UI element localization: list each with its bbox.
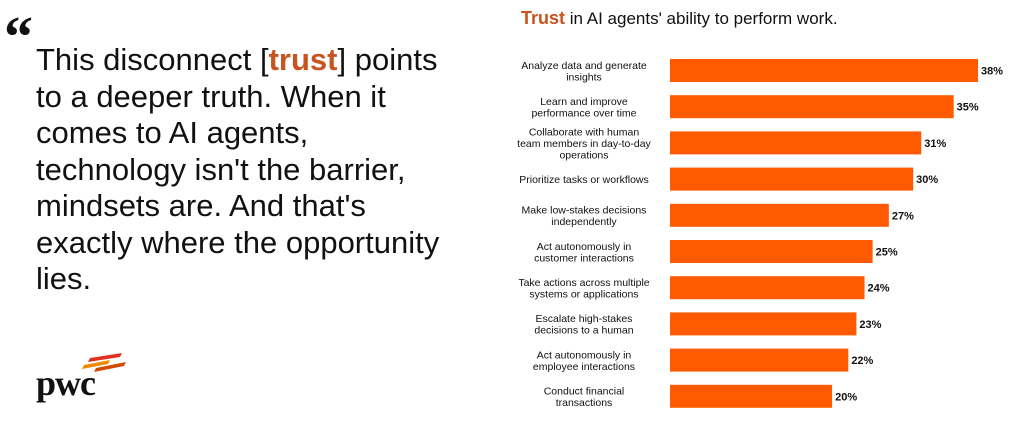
pwc-logo-text: pwc [36, 363, 96, 403]
category-label: Make low-stakes decisions independently [522, 205, 647, 229]
pwc-logo: pwc [34, 350, 129, 403]
bar-value-label: 31% [924, 138, 946, 150]
bar-value-label: 24% [868, 283, 890, 295]
chart-title-rest: in AI agents' ability to perform work. [565, 9, 838, 28]
bar [670, 131, 922, 155]
logo-bar-2 [82, 360, 110, 369]
category-label: Analyze data and generate insights [521, 60, 647, 84]
quote-highlight: trust [268, 42, 338, 77]
bar-chart: 38% Analyze data and generate insights 35% L… [517, 59, 1003, 410]
category-label: Escalate high-stakes decisions to a human [534, 313, 633, 337]
bar [670, 95, 954, 119]
quote-mark: “ [4, 4, 33, 69]
bar-value-label: 27% [892, 210, 914, 222]
pwc-logo-bars [82, 353, 126, 372]
chart-title: Trust in AI agents' ability to perform w… [521, 8, 838, 29]
bar [670, 167, 914, 191]
category-label: Prioritize tasks or workflows [519, 174, 649, 186]
bar-value-label: 23% [859, 319, 881, 331]
category-label: Learn and improve performance over time [531, 96, 636, 120]
logo-bar-1 [88, 353, 122, 362]
category-label: Take actions across multiple systems or a… [518, 277, 649, 301]
bar [670, 384, 833, 408]
bar [670, 348, 849, 372]
category-label: Conduct financial transactions [544, 386, 625, 410]
category-label: Collaborate with human team members in da… [517, 126, 651, 161]
category-label: Act autonomously in employee interactions [533, 349, 635, 373]
bar [670, 59, 978, 82]
bar-value-label: 20% [835, 391, 857, 403]
category-label: Act autonomously in customer interactions [534, 241, 634, 265]
quote-after: ] points to a deeper truth. When it come… [36, 42, 440, 296]
bar-value-label: 38% [981, 66, 1003, 78]
chart-title-highlight: Trust [521, 8, 566, 28]
bar [670, 203, 889, 227]
bar [670, 276, 865, 300]
quote-before: This disconnect [ [36, 42, 269, 77]
bar-value-label: 22% [851, 355, 873, 367]
bar-value-label: 30% [916, 174, 938, 186]
quote-text: This disconnect [trust] points to a deep… [36, 42, 456, 298]
bar [670, 312, 857, 336]
bar-value-label: 35% [957, 102, 979, 114]
logo-bar-3 [94, 362, 126, 372]
bar [670, 240, 873, 263]
bar-value-label: 25% [876, 247, 898, 259]
